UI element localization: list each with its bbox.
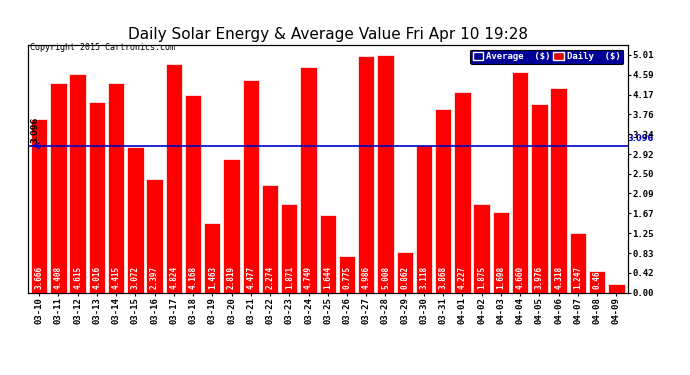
- Text: 2.274: 2.274: [266, 266, 275, 289]
- Bar: [454, 92, 471, 292]
- Text: 4.824: 4.824: [169, 266, 178, 289]
- Text: 2.397: 2.397: [150, 266, 159, 289]
- Bar: [127, 147, 144, 292]
- Bar: [204, 223, 221, 292]
- Text: 4.016: 4.016: [92, 266, 101, 289]
- Text: 4.415: 4.415: [112, 266, 121, 289]
- Title: Daily Solar Energy & Average Value Fri Apr 10 19:28: Daily Solar Energy & Average Value Fri A…: [128, 27, 528, 42]
- Text: 4.227: 4.227: [458, 266, 467, 289]
- Text: 4.318: 4.318: [554, 266, 563, 289]
- Text: 1.247: 1.247: [573, 266, 582, 289]
- Bar: [339, 256, 355, 292]
- Text: 4.615: 4.615: [73, 266, 82, 289]
- Bar: [50, 84, 66, 292]
- Text: Copyright 2015 Cartronics.com: Copyright 2015 Cartronics.com: [30, 43, 175, 52]
- Text: 0.775: 0.775: [342, 266, 351, 289]
- Bar: [300, 68, 317, 292]
- Text: 3.096: 3.096: [628, 134, 654, 143]
- Text: 4.749: 4.749: [304, 266, 313, 289]
- Bar: [146, 179, 163, 292]
- Bar: [262, 184, 278, 292]
- Bar: [166, 64, 182, 292]
- Bar: [243, 80, 259, 292]
- Bar: [397, 252, 413, 292]
- Bar: [358, 56, 375, 292]
- Text: 4.168: 4.168: [188, 266, 197, 289]
- Text: 1.698: 1.698: [496, 266, 505, 289]
- Bar: [377, 55, 394, 292]
- Bar: [493, 212, 509, 292]
- Legend: Average  ($), Daily  ($): Average ($), Daily ($): [470, 50, 623, 64]
- Text: 2.819: 2.819: [227, 266, 236, 289]
- Bar: [551, 88, 566, 292]
- Text: 1.875: 1.875: [477, 266, 486, 289]
- Text: 3.118: 3.118: [420, 266, 428, 289]
- Bar: [608, 284, 624, 292]
- Text: 1.871: 1.871: [285, 266, 294, 289]
- Text: 3.976: 3.976: [535, 266, 544, 289]
- Bar: [512, 72, 529, 292]
- Text: 3.666: 3.666: [34, 266, 43, 289]
- Text: 0.463: 0.463: [593, 266, 602, 289]
- Bar: [473, 204, 490, 292]
- Bar: [435, 109, 451, 292]
- Text: 4.477: 4.477: [246, 266, 255, 289]
- Bar: [281, 204, 297, 292]
- Text: 3.072: 3.072: [131, 266, 140, 289]
- Bar: [589, 270, 605, 292]
- Bar: [89, 102, 105, 292]
- Bar: [224, 159, 239, 292]
- Text: 4.986: 4.986: [362, 266, 371, 289]
- Text: 1.644: 1.644: [323, 266, 333, 289]
- Bar: [416, 145, 432, 292]
- Bar: [31, 118, 48, 292]
- Text: 1.463: 1.463: [208, 266, 217, 289]
- Text: 3.096: 3.096: [30, 117, 39, 143]
- Bar: [108, 83, 124, 292]
- Text: 5.008: 5.008: [381, 266, 390, 289]
- Bar: [570, 233, 586, 292]
- Text: 4.408: 4.408: [54, 266, 63, 289]
- Text: 0.862: 0.862: [400, 266, 409, 289]
- Bar: [319, 214, 336, 292]
- Text: 4.660: 4.660: [515, 266, 524, 289]
- Bar: [70, 74, 86, 292]
- Bar: [531, 104, 548, 292]
- Text: 3.868: 3.868: [439, 266, 448, 289]
- Bar: [185, 95, 201, 292]
